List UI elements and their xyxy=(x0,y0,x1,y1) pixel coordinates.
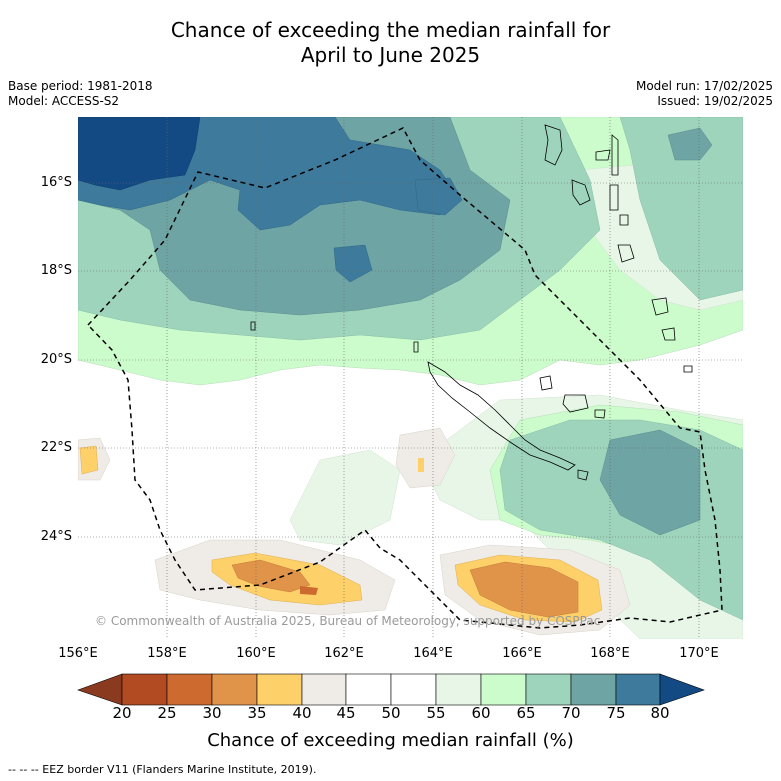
colorbar-bin-75-80 xyxy=(615,673,661,706)
colorbar-tick: 40 xyxy=(292,704,312,722)
vanuatu-espiritu xyxy=(544,124,563,166)
belep-islands xyxy=(413,341,419,353)
zone-70-75-ne xyxy=(667,127,713,161)
colorbar-tick: 75 xyxy=(606,704,626,722)
lon-label-164e: 164°E xyxy=(413,646,453,661)
zone-65-70-east xyxy=(619,117,743,301)
loyalty-island-a xyxy=(539,375,553,391)
zone-over-80 xyxy=(78,117,201,191)
coastlines xyxy=(250,124,693,481)
colorbar-bin-45-50 xyxy=(345,673,392,706)
colorbar-bin-70-75 xyxy=(570,673,617,706)
colorbar-tick: 45 xyxy=(336,704,356,722)
chesterfield-islet xyxy=(250,321,256,331)
colorbar-tick: 70 xyxy=(561,704,581,722)
lon-label-170e: 170°E xyxy=(679,646,719,661)
zone-25-30 xyxy=(300,586,318,595)
vanuatu-small-b xyxy=(619,214,629,226)
eez-border xyxy=(86,127,723,629)
colorbar-bin-20-25 xyxy=(121,673,168,706)
model-name: Model: ACCESS-S2 xyxy=(8,94,120,108)
model-run: Model run: 17/02/2025 xyxy=(635,79,773,93)
colorbar-tick: 80 xyxy=(650,704,670,722)
lon-label-166e: 166°E xyxy=(502,646,542,661)
loyalty-island-c xyxy=(594,409,606,419)
zone-40-45-mid xyxy=(395,427,456,489)
vanuatu-aneityum xyxy=(683,365,693,373)
rainfall-probability-field xyxy=(78,117,743,639)
colorbar-tick-labels: 20 25 30 35 40 45 50 55 60 65 70 75 80 xyxy=(0,704,781,724)
lat-label-16s: 16°S xyxy=(40,175,72,190)
meta-right: Model run: 17/02/2025 Issued: 19/02/2025 xyxy=(636,79,773,109)
copyright-notice: © Commonwealth of Australia 2025, Bureau… xyxy=(95,614,601,628)
lat-label-20s: 20°S xyxy=(40,352,72,367)
colorbar-high-arrow xyxy=(659,673,705,706)
colorbar-bin-55-60 xyxy=(435,673,482,706)
vanuatu-malekula xyxy=(571,179,591,206)
colorbar-title: Chance of exceeding median rainfall (%) xyxy=(207,730,574,751)
lon-label-160e: 160°E xyxy=(236,646,276,661)
colorbar xyxy=(77,673,705,706)
colorbar-bin-50-55 xyxy=(390,673,437,706)
colorbar-bin-30-35 xyxy=(211,673,258,706)
colorbar-tick: 20 xyxy=(112,704,132,722)
colorbar-tick: 25 xyxy=(157,704,177,722)
colorbar-tick: 30 xyxy=(202,704,222,722)
lon-label-162e: 162°E xyxy=(324,646,364,661)
vanuatu-erromango xyxy=(651,297,669,316)
vanuatu-efate xyxy=(617,244,635,263)
colorbar-bin-65-70 xyxy=(525,673,572,706)
colorbar-tick: 65 xyxy=(516,704,536,722)
lon-label-168e: 168°E xyxy=(590,646,630,661)
new-caledonia-mainland xyxy=(427,361,576,471)
map-title: Chance of exceeding the median rainfall … xyxy=(0,18,781,68)
lat-label-24s: 24°S xyxy=(40,529,72,544)
zone-75-80-mid xyxy=(333,244,373,283)
base-period: Base period: 1981-2018 xyxy=(8,79,153,93)
vanuatu-ambae xyxy=(595,149,611,161)
lat-label-22s: 22°S xyxy=(40,440,72,455)
lon-label-156e: 156°E xyxy=(58,646,98,661)
colorbar-tick: 50 xyxy=(381,704,401,722)
eez-footnote: -- -- -- EEZ border V11 (Flanders Marine… xyxy=(8,763,317,776)
colorbar-low-arrow xyxy=(77,673,123,706)
isle-of-pines xyxy=(577,469,589,481)
colorbar-tick: 35 xyxy=(247,704,267,722)
title-line-1: Chance of exceeding the median rainfall … xyxy=(170,18,611,42)
zone-30-35-south-b xyxy=(469,561,579,618)
loyalty-island-b xyxy=(562,394,589,413)
lon-label-158e: 158°E xyxy=(147,646,187,661)
graticule xyxy=(78,117,743,639)
colorbar-bin-25-30 xyxy=(166,673,213,706)
issued-date: Issued: 19/02/2025 xyxy=(657,94,773,108)
vanuatu-tanna xyxy=(661,327,676,341)
meta-left: Base period: 1981-2018 Model: ACCESS-S2 xyxy=(8,79,153,109)
title-line-2: April to June 2025 xyxy=(300,43,481,67)
zone-35-40-west xyxy=(79,445,99,475)
vanuatu-pentecost xyxy=(611,134,619,176)
zone-70-75-se xyxy=(599,429,701,536)
vanuatu-small-a xyxy=(609,184,619,211)
zone-35-40-mid xyxy=(418,458,424,472)
colorbar-bin-35-40 xyxy=(256,673,303,706)
zone-55-60-mid xyxy=(289,449,401,546)
lat-label-18s: 18°S xyxy=(40,263,72,278)
colorbar-bin-40-45 xyxy=(301,673,347,706)
colorbar-bin-60-65 xyxy=(480,673,527,706)
colorbar-tick: 60 xyxy=(471,704,491,722)
colorbar-tick: 55 xyxy=(426,704,446,722)
